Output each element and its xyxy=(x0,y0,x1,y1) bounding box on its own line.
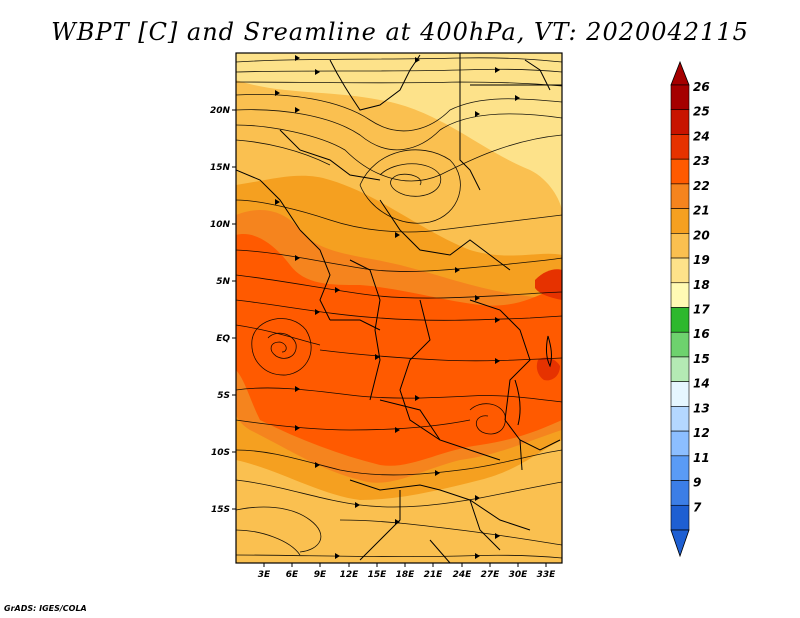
colorbar-label: 19 xyxy=(693,253,710,267)
lat-label: 15N xyxy=(210,163,231,173)
colorbar-swatch xyxy=(670,504,690,531)
colorbar-label: 25 xyxy=(693,105,710,119)
lon-label: 3E xyxy=(258,570,271,580)
lon-label: 18E xyxy=(396,570,416,580)
map-title: WBPT [C] and Sreamline at 400hPa, VT: 20… xyxy=(51,18,749,46)
lon-label: 33E xyxy=(537,570,557,580)
streamlines xyxy=(236,57,562,559)
plot-frame xyxy=(235,52,563,564)
colorbar-swatch xyxy=(670,158,690,185)
wbpt-24-region xyxy=(536,357,560,381)
colorbar-label: 26 xyxy=(693,80,710,94)
colorbar: 26 25 24 23 22 21 20 19 18 17 16 15 14 13 12 11 9 7 xyxy=(670,60,710,558)
wbpt-23-region xyxy=(236,234,562,466)
lat-label: 5N xyxy=(216,277,230,287)
colorbar-label: 15 xyxy=(693,352,710,366)
colorbar-swatch xyxy=(670,356,690,382)
colorbar-label: 13 xyxy=(693,401,710,415)
colorbar-swatch xyxy=(670,406,690,432)
colorbar-label: 20 xyxy=(693,228,710,242)
colorbar-top-triangle xyxy=(670,60,690,86)
lon-label: 9E xyxy=(314,570,327,580)
colorbar-label: 21 xyxy=(693,204,710,218)
colorbar-label: 9 xyxy=(693,476,701,490)
colorbar-swatch xyxy=(670,257,690,284)
lon-label: 27E xyxy=(481,570,501,580)
colorbar-swatch xyxy=(670,134,690,160)
colorbar-label: 16 xyxy=(693,327,710,341)
streamline-arrows xyxy=(275,55,520,559)
lon-label: 21E xyxy=(424,570,444,580)
lat-label: 10N xyxy=(210,220,231,230)
colorbar-label: 22 xyxy=(693,179,710,193)
lon-label: 12E xyxy=(340,570,360,580)
lon-label: 15E xyxy=(368,570,388,580)
colorbar-label: 12 xyxy=(693,426,710,440)
lat-label: 20N xyxy=(210,106,231,116)
lon-axis: 3E 6E 9E 12E 15E 18E 21E 24E 27E 30E 33E xyxy=(258,563,556,580)
country-borders xyxy=(236,53,562,563)
colorbar-label: 24 xyxy=(693,129,710,143)
colorbar-swatch xyxy=(670,84,690,111)
lon-label: 6E xyxy=(286,570,299,580)
colorbar-label: 7 xyxy=(693,500,702,514)
colorbar-swatch xyxy=(670,381,690,407)
colorbar-label: 18 xyxy=(693,278,710,292)
colorbar-swatch xyxy=(670,430,690,457)
colorbar-label: 17 xyxy=(693,303,710,317)
lake-outlines xyxy=(514,335,552,471)
lon-label: 24E xyxy=(453,570,473,580)
colorbar-swatch xyxy=(670,455,690,481)
colorbar-label: 14 xyxy=(693,377,710,391)
colorbar-label: 23 xyxy=(693,154,710,168)
lat-label: 15S xyxy=(211,505,230,515)
lat-label: EQ xyxy=(216,334,230,344)
colorbar-swatch xyxy=(670,480,690,506)
colorbar-label: 11 xyxy=(693,451,710,465)
colorbar-bottom-triangle xyxy=(670,529,690,558)
colorbar-swatch xyxy=(670,208,690,234)
lat-label: 5S xyxy=(217,391,230,401)
lon-label: 30E xyxy=(509,570,529,580)
wbpt-field xyxy=(236,53,562,563)
lat-axis: 20N 15N 10N 5N EQ 5S 10S 15S xyxy=(210,106,236,515)
colorbar-swatch xyxy=(670,183,690,209)
colorbar-swatch xyxy=(670,282,690,308)
colorbar-swatch xyxy=(670,233,690,259)
colorbar-swatch xyxy=(670,307,690,333)
grads-credit: GrADS: IGES/COLA xyxy=(4,604,87,613)
lat-label: 10S xyxy=(211,448,230,458)
colorbar-swatch xyxy=(670,331,690,358)
colorbar-swatch xyxy=(670,109,690,135)
